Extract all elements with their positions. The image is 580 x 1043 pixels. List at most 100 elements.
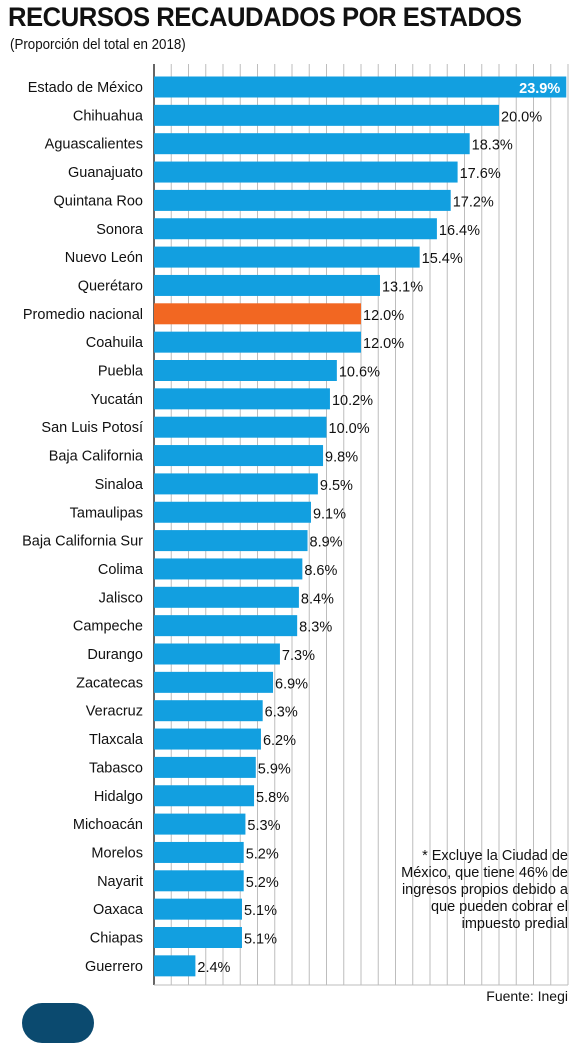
bar bbox=[154, 76, 567, 98]
data-label: 7.3% bbox=[282, 648, 315, 664]
bar bbox=[154, 246, 420, 268]
category-label: Querétaro bbox=[78, 278, 143, 294]
bar bbox=[154, 445, 324, 467]
bar bbox=[154, 558, 303, 580]
bar bbox=[154, 615, 298, 637]
category-label: Yucatán bbox=[91, 392, 143, 408]
chart-title: RECURSOS RECAUDADOS POR ESTADOS bbox=[8, 2, 522, 32]
data-label: 5.1% bbox=[244, 903, 277, 919]
bar bbox=[154, 870, 244, 892]
category-label: Quintana Roo bbox=[54, 193, 143, 209]
bar bbox=[154, 501, 311, 523]
data-label: 23.9% bbox=[519, 81, 560, 97]
data-label: 5.3% bbox=[247, 818, 280, 834]
bar bbox=[154, 274, 380, 296]
bar bbox=[154, 898, 242, 920]
bar bbox=[154, 700, 263, 722]
data-label: 15.4% bbox=[422, 251, 463, 267]
category-label: Chihuahua bbox=[73, 108, 144, 124]
footnote: * Excluye la Ciudad de México, que tiene… bbox=[401, 848, 568, 932]
data-label: 8.3% bbox=[299, 620, 332, 636]
data-label: 8.6% bbox=[304, 563, 337, 579]
data-label: 6.9% bbox=[275, 676, 308, 692]
bar bbox=[154, 586, 299, 608]
bar bbox=[154, 728, 261, 750]
category-label: Baja California Sur bbox=[22, 534, 143, 550]
data-label: 5.9% bbox=[258, 761, 291, 777]
data-label: 2.4% bbox=[197, 960, 230, 976]
chart-subtitle: (Proporción del total en 2018) bbox=[10, 37, 186, 53]
data-label: 10.6% bbox=[339, 365, 380, 381]
data-label: 8.4% bbox=[301, 591, 334, 607]
brand-badge bbox=[22, 1003, 94, 1043]
category-label: Chiapas bbox=[90, 931, 143, 947]
category-label: Jalisco bbox=[99, 590, 143, 606]
data-label: 9.1% bbox=[313, 506, 346, 522]
data-label: 20.0% bbox=[501, 109, 542, 125]
data-label: 8.9% bbox=[310, 535, 343, 551]
category-label: Puebla bbox=[98, 364, 144, 380]
data-label: 17.6% bbox=[460, 166, 501, 182]
data-label: 10.2% bbox=[332, 393, 373, 409]
data-label: 5.8% bbox=[256, 790, 289, 806]
bar bbox=[154, 161, 458, 183]
bar bbox=[154, 331, 361, 353]
data-label: 12.0% bbox=[363, 308, 404, 324]
category-label: Nuevo León bbox=[65, 250, 143, 266]
category-label: Tlaxcala bbox=[89, 732, 144, 748]
bar bbox=[154, 416, 327, 438]
bar bbox=[154, 388, 330, 410]
category-label: Baja California bbox=[49, 449, 144, 465]
bar-chart: Estado de México 23.9% Chihuahua 20.0% Aguas… bbox=[22, 64, 569, 986]
category-label: Sonora bbox=[96, 222, 144, 238]
category-label: Tamaulipas bbox=[70, 505, 143, 521]
bar bbox=[154, 927, 242, 948]
data-label: 17.2% bbox=[453, 194, 494, 210]
bar bbox=[154, 955, 196, 977]
category-label: Tabasco bbox=[89, 760, 143, 776]
category-label: Zacatecas bbox=[76, 675, 143, 691]
data-label: 16.4% bbox=[439, 223, 480, 239]
category-label: Coahuila bbox=[86, 335, 144, 351]
category-label: Sinaloa bbox=[95, 477, 144, 493]
category-label: Colima bbox=[98, 562, 144, 578]
category-label: San Luis Potosí bbox=[41, 420, 143, 436]
category-label: Estado de México bbox=[28, 80, 143, 96]
category-label: Durango bbox=[87, 647, 143, 663]
data-label: 6.3% bbox=[265, 705, 298, 721]
data-label: 10.0% bbox=[329, 421, 370, 437]
data-label: 12.0% bbox=[363, 336, 404, 352]
category-label: Hidalgo bbox=[94, 789, 143, 805]
category-label: Veracruz bbox=[86, 704, 143, 720]
data-label: 13.1% bbox=[382, 279, 423, 295]
category-label: Campeche bbox=[73, 619, 143, 635]
bar bbox=[154, 813, 246, 835]
category-label: Guanajuato bbox=[68, 165, 143, 181]
bar bbox=[154, 756, 256, 778]
bar-national-average bbox=[154, 303, 361, 325]
data-label: 6.2% bbox=[263, 733, 296, 749]
bar bbox=[154, 785, 255, 807]
bar bbox=[154, 643, 280, 665]
data-label: 18.3% bbox=[472, 138, 513, 154]
category-label: Oaxaca bbox=[93, 902, 144, 918]
data-label: 5.1% bbox=[244, 932, 277, 948]
bar bbox=[154, 671, 274, 693]
bar bbox=[154, 473, 318, 495]
bar bbox=[154, 530, 308, 552]
category-label: Morelos bbox=[91, 845, 143, 861]
bar bbox=[154, 360, 337, 381]
category-label: Michoacán bbox=[73, 817, 143, 833]
category-label: Nayarit bbox=[97, 874, 143, 890]
category-label: Guerrero bbox=[85, 959, 143, 975]
bar bbox=[154, 189, 451, 211]
bar bbox=[154, 104, 499, 126]
bar bbox=[154, 133, 470, 155]
bar bbox=[154, 841, 244, 863]
category-label: Aguascalientes bbox=[45, 137, 143, 153]
data-label: 5.2% bbox=[246, 846, 279, 862]
bar bbox=[154, 218, 437, 240]
source-credit: Fuente: Inegi bbox=[486, 988, 568, 1004]
data-label: 9.8% bbox=[325, 450, 358, 466]
data-label: 9.5% bbox=[320, 478, 353, 494]
